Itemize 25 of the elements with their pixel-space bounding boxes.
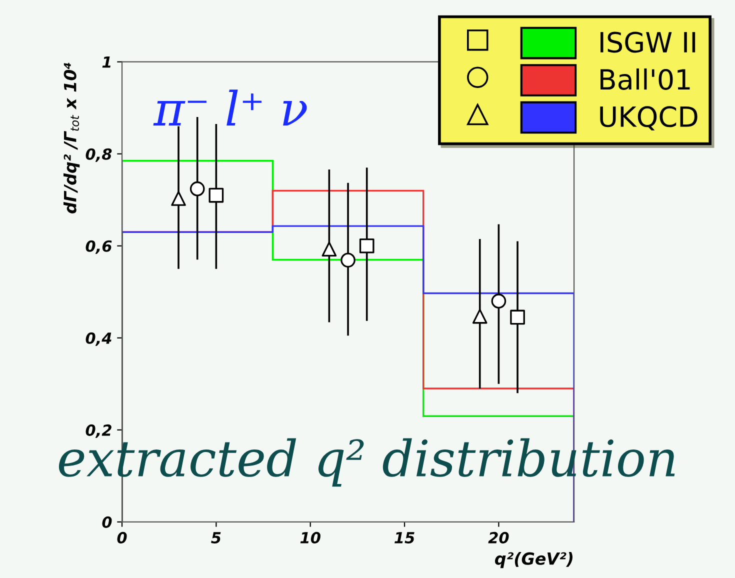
y-tick-label: 0,8 — [86, 148, 112, 162]
x-tick-label: 15 — [394, 532, 414, 544]
point — [340, 252, 356, 268]
legend-label: Ball'01 — [600, 68, 690, 90]
y-axis-title: dΓ/dq² /Γ$_{tot}$ x 10⁴ — [64, 62, 80, 214]
y-tick-label: 0 — [102, 516, 112, 528]
y-tick-label: 0,2 — [86, 424, 112, 438]
point — [171, 191, 186, 206]
point — [472, 308, 488, 324]
x-tick-label: 0 — [117, 532, 127, 544]
point — [491, 294, 506, 309]
y-tick-label: 0,6 — [86, 240, 112, 254]
x-axis-title: q²(GeV²) — [494, 552, 572, 568]
point — [359, 238, 374, 254]
point — [208, 188, 224, 203]
legend-label: ISGW II — [600, 32, 696, 53]
x-tick-label: 20 — [488, 532, 509, 544]
legend-label: UKQCD — [600, 106, 698, 130]
x-tick-label: 10 — [300, 532, 320, 544]
y-tick-label: 1 — [102, 56, 110, 68]
y-tick-label: 0,4 — [86, 332, 112, 346]
point — [510, 310, 525, 325]
x-tick-label: 5 — [211, 532, 221, 544]
annotation: π⁻ l⁺ ν — [153, 90, 307, 126]
point — [190, 181, 205, 196]
